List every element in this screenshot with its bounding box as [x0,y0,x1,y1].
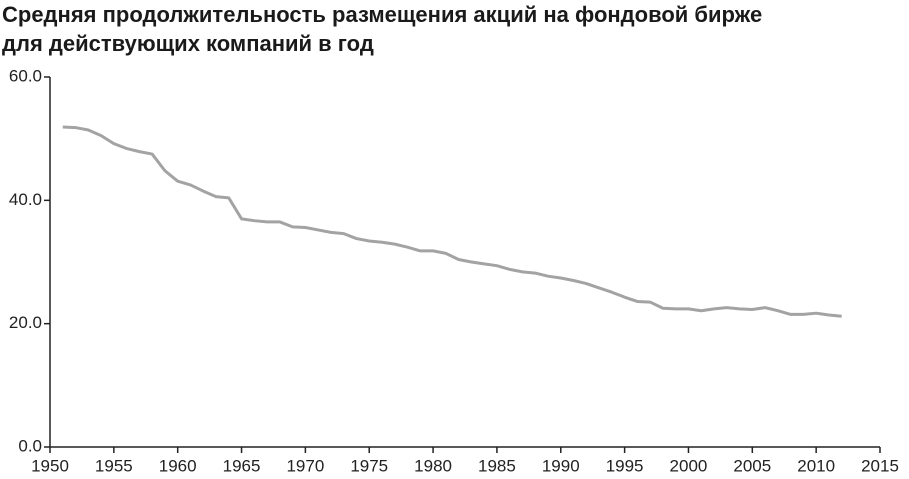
x-tick-label: 2010 [797,456,835,475]
y-tick-label: 40.0 [9,190,42,209]
x-tick-label: 1960 [159,456,197,475]
x-tick-label: 1980 [414,456,452,475]
x-tick-label: 2005 [733,456,771,475]
x-tick-label: 2015 [861,456,899,475]
x-tick-label: 1975 [350,456,388,475]
x-tick-label: 1990 [542,456,580,475]
y-tick-label: 60.0 [9,66,42,85]
x-tick-label: 1985 [478,456,516,475]
y-tick-label: 20.0 [9,313,42,332]
x-tick-label: 1950 [31,456,69,475]
chart-title: Средняя продолжительность размещения акц… [2,2,763,56]
y-tick-label: 0.0 [18,436,42,455]
x-tick-label: 1955 [95,456,133,475]
data-line [62,125,842,318]
x-tick-label: 1995 [606,456,644,475]
x-tick-label: 2000 [670,456,708,475]
x-tick-label: 1965 [223,456,261,475]
x-tick-label: 1970 [286,456,324,475]
